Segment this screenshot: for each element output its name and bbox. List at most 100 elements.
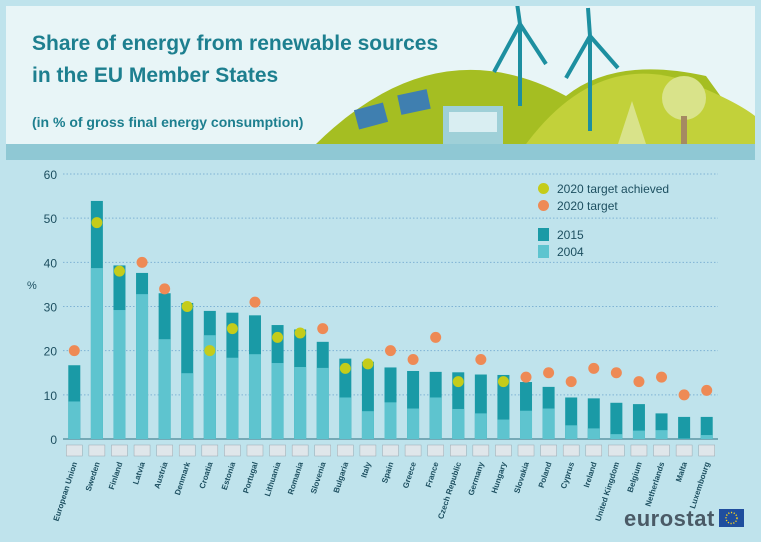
chart-title-line-2: in the EU Member States (32, 64, 279, 87)
ireland-flag-icon (585, 444, 603, 457)
legend-label-2015: 2015 (557, 227, 584, 242)
y-axis-label: % (27, 280, 37, 292)
legend-item-2015: 2015 (538, 226, 669, 243)
target-achieved-point (362, 358, 374, 370)
y-tick-label: 50 (44, 212, 58, 226)
target-point (136, 256, 148, 268)
bar-2004 (316, 367, 329, 439)
swatch-2015 (538, 228, 549, 241)
x-tick-label: Czech Republic (436, 460, 463, 520)
bar-2004 (203, 335, 216, 439)
bar-2004 (610, 434, 623, 439)
greece-flag-icon (404, 444, 422, 457)
target-point (588, 362, 600, 374)
y-tick-label: 20 (44, 345, 58, 359)
y-tick-label: 40 (44, 256, 58, 270)
landscape-illustration (316, 6, 755, 144)
x-tick-label: Finland (107, 461, 124, 491)
bar-2004 (339, 397, 352, 439)
spain-flag-icon (382, 444, 399, 457)
target-achieved-point (91, 217, 103, 229)
x-tick-label: Croatia (198, 460, 215, 490)
x-tick-label: Cyprus (559, 460, 576, 490)
target-point (68, 345, 80, 357)
achieved-marker-icon (538, 183, 549, 194)
x-tick-label: Denmark (173, 460, 192, 496)
bulgaria-flag-icon (337, 444, 354, 457)
latvia-flag-icon (133, 444, 151, 457)
bar-2015 (632, 404, 645, 439)
x-tick-label: Sweden (84, 461, 102, 493)
target-achieved-point (113, 265, 125, 277)
bar-2004 (248, 354, 261, 439)
x-tick-label: United Kingdom (594, 461, 622, 523)
croatia-flag-icon (201, 444, 219, 457)
target-point (701, 384, 713, 396)
bar-2004 (655, 430, 668, 439)
cyprus-flag-icon (562, 444, 580, 457)
czech-republic-flag-icon (450, 444, 467, 457)
eurostat-logo: eurostat (624, 506, 715, 531)
header-divider-band (6, 144, 755, 160)
x-tick-label: Belgium (626, 461, 644, 494)
target-point (159, 283, 171, 295)
target-point (656, 371, 668, 383)
x-tick-label: Austria (152, 460, 169, 490)
x-tick-label: Netherlands (644, 460, 667, 507)
swatch-2004 (538, 245, 549, 258)
bar-2015 (678, 416, 691, 439)
bar-2004 (407, 408, 420, 439)
bar-2004 (294, 367, 307, 439)
portugal-flag-icon (246, 444, 264, 457)
bar-2004 (497, 419, 510, 439)
target-point (385, 345, 396, 357)
x-tick-label: France (424, 460, 441, 488)
x-tick-label: Slovakia (512, 460, 531, 494)
germany-flag-icon (472, 444, 490, 457)
bar-2004 (429, 397, 442, 439)
estonia-flag-icon (224, 444, 241, 457)
bar-2004 (181, 373, 194, 439)
italy-flag-icon (359, 444, 377, 457)
eu-flag-icon (66, 444, 83, 457)
x-tick-label: Ireland (582, 461, 599, 489)
x-tick-label: Bulgaria (332, 460, 351, 494)
slovakia-flag-icon (517, 444, 535, 457)
x-tick-label: Malta (674, 460, 689, 483)
legend-item-target: 2020 target (538, 197, 669, 214)
france-flag-icon (427, 444, 444, 457)
denmark-flag-icon (178, 444, 196, 457)
bar-2004 (158, 339, 171, 439)
x-tick-label: Spain (380, 461, 395, 485)
target-point (520, 371, 532, 383)
belgium-flag-icon (630, 444, 648, 457)
bar-2004 (90, 268, 103, 439)
bar-2004 (136, 294, 149, 439)
legend-label-achieved: 2020 target achieved (557, 181, 670, 196)
austria-flag-icon (156, 444, 173, 457)
target-marker-icon (538, 200, 549, 211)
x-tick-label: Portugal (241, 461, 260, 495)
target-point (678, 389, 690, 401)
legend-item-2004: 2004 (538, 243, 669, 260)
sweden-flag-icon (88, 444, 106, 457)
chart-legend: 2020 target achieved 2020 target 2015 20… (538, 180, 669, 260)
y-tick-label: 0 (50, 433, 57, 447)
x-tick-label: Lithuania (263, 460, 283, 497)
bar-2004 (542, 408, 555, 439)
target-point (317, 323, 329, 335)
y-tick-label: 10 (44, 389, 58, 403)
poland-flag-icon (540, 444, 557, 457)
x-tick-label: Estonia (220, 460, 238, 491)
eu-logo-flag-icon (719, 509, 744, 527)
bar-2004 (226, 357, 239, 439)
legend-item-achieved: 2020 target achieved (538, 180, 669, 197)
bar-2004 (632, 430, 645, 439)
x-tick-label: Poland (537, 461, 554, 489)
bar-2004 (113, 310, 126, 439)
bar-2004 (587, 428, 600, 439)
bar-2004 (452, 408, 465, 439)
target-achieved-point (339, 362, 351, 374)
y-tick-label: 30 (44, 301, 58, 315)
